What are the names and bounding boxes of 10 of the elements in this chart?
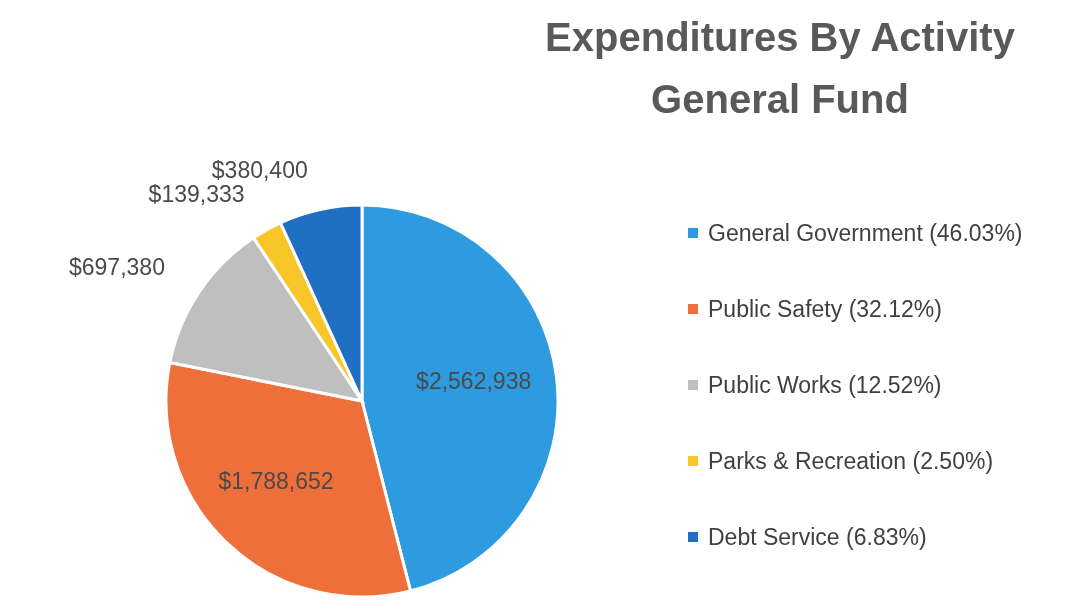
legend-label: Parks & Recreation (2.50%)	[708, 447, 994, 475]
legend-label: General Government (46.03%)	[708, 219, 1023, 247]
data-label: $1,788,652	[218, 468, 334, 495]
data-label: $2,562,938	[416, 368, 532, 395]
legend-label: Public Works (12.52%)	[708, 371, 942, 399]
data-label: $697,380	[69, 254, 165, 281]
legend-label: Public Safety (32.12%)	[708, 295, 942, 323]
legend-label: Debt Service (6.83%)	[708, 523, 927, 551]
chart-title: Expenditures By Activity	[544, 14, 1016, 61]
chart-subtitle: General Fund	[650, 76, 910, 123]
